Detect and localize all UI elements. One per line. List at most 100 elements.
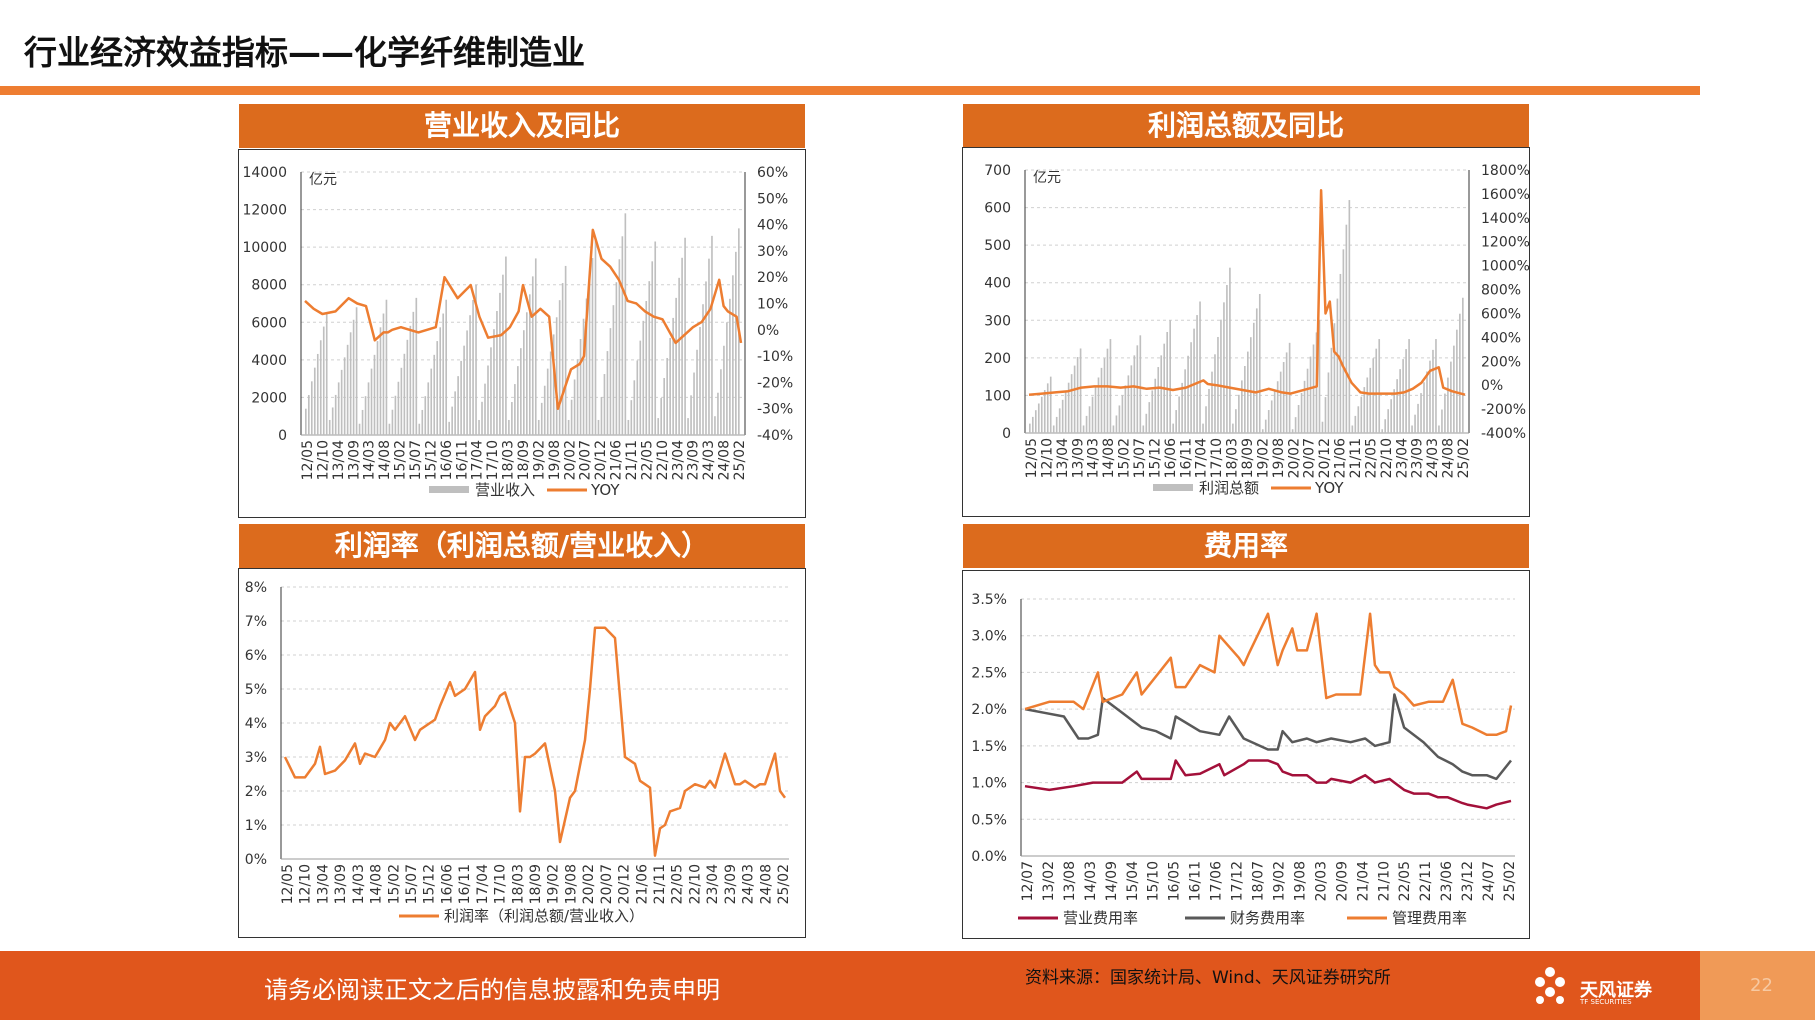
profit-y-tick: 500 [984, 238, 1011, 254]
revenue-bar [391, 409, 394, 435]
margin-x-tick: 14/08 [369, 864, 385, 904]
revenue-bar [502, 274, 504, 435]
revenue-bar [514, 384, 516, 435]
revenue-bar [466, 330, 468, 435]
profit-legend-bar-swatch [1153, 484, 1193, 491]
profit-bar [1043, 390, 1046, 433]
margin-x-tick: 21/06 [634, 864, 650, 904]
revenue-x-tick: 25/02 [732, 440, 748, 480]
profit-x-tick: 19/02 [1255, 438, 1271, 478]
revenue-bar [325, 312, 328, 435]
expense-x-tick: 20/09 [1334, 861, 1350, 901]
profit-x-tick: 17/04 [1194, 438, 1210, 478]
profit-y2-tick: -400% [1481, 426, 1526, 442]
disclaimer-link[interactable]: 请务必阅读正文之后的信息披露和免责申明 [264, 976, 720, 1004]
profit-bar [1402, 359, 1404, 433]
margin-y-tick: 5% [245, 682, 267, 698]
profit-y2-tick: 400% [1481, 330, 1521, 346]
revenue-bar [478, 419, 480, 435]
revenue-bar [439, 327, 442, 435]
expense-x-tick: 15/04 [1125, 861, 1141, 901]
revenue-bar [672, 317, 674, 435]
profit-bar [1145, 413, 1148, 433]
revenue-bar [618, 259, 621, 435]
profit-bar [1438, 425, 1440, 433]
profit-bar [1450, 361, 1452, 433]
profit-x-tick: 19/08 [1271, 438, 1287, 478]
expense-x-tick: 19/08 [1292, 861, 1308, 901]
margin-x-tick: 20/07 [599, 864, 615, 904]
revenue-y-tick: 6000 [251, 315, 287, 331]
profit-y-tick: 200 [984, 351, 1011, 367]
revenue-x-tick: 18/09 [516, 440, 532, 480]
revenue-bar [729, 298, 731, 435]
footer-bar [0, 951, 1815, 1020]
profit-legend-bar-label: 利润总额 [1199, 479, 1259, 497]
profit-bar [1040, 396, 1043, 433]
profit-bar [1459, 313, 1461, 433]
revenue-bar [328, 419, 331, 435]
revenue-y2-tick: 50% [757, 191, 788, 207]
expense-y-tick: 1.5% [971, 739, 1007, 755]
revenue-bar [696, 349, 698, 435]
profit-bar [1181, 382, 1183, 433]
revenue-y2-tick: 60% [757, 165, 788, 181]
revenue-x-tick: 16/06 [439, 440, 455, 480]
revenue-bar [528, 294, 531, 435]
revenue-y-tick: 14000 [242, 165, 287, 181]
expense-chart-header: 费用率 [963, 524, 1529, 568]
profit-bar [1205, 406, 1207, 433]
profit-x-tick: 22/05 [1363, 438, 1379, 478]
profit-yoy-line [1028, 189, 1466, 396]
profit-bar [1423, 382, 1425, 433]
profit-bar [1244, 365, 1246, 433]
revenue-bar [582, 318, 585, 435]
revenue-bar [699, 326, 701, 435]
revenue-bar [570, 399, 573, 435]
profit-bar [1288, 342, 1291, 433]
profit-y-tick: 400 [984, 276, 1011, 292]
revenue-bar [525, 312, 528, 435]
profit-bar [1124, 385, 1127, 433]
revenue-x-tick: 17/04 [470, 440, 486, 480]
revenue-bar [684, 237, 686, 435]
profit-bar [1190, 342, 1192, 433]
margin-x-tick: 23/09 [723, 864, 739, 904]
revenue-bar [588, 278, 591, 435]
revenue-x-tick: 13/09 [346, 440, 362, 480]
profit-bar [1079, 348, 1082, 433]
profit-bar [1130, 365, 1133, 433]
profit-bar [1151, 390, 1154, 433]
profit-bar [1037, 403, 1040, 433]
revenue-bar [645, 300, 648, 435]
profit-x-tick: 21/11 [1348, 438, 1364, 478]
revenue-bar [403, 353, 406, 435]
expense-x-tick: 20/03 [1313, 861, 1329, 901]
revenue-bar [376, 341, 379, 435]
profit-bar [1252, 322, 1255, 433]
margin-x-tick: 24/03 [741, 864, 757, 904]
expense-x-tick: 13/02 [1041, 861, 1057, 901]
profit-x-tick: 20/02 [1286, 438, 1302, 478]
revenue-bar [457, 376, 459, 435]
profit-y-tick: 0 [1002, 426, 1011, 442]
revenue-y2-tick: 10% [757, 297, 788, 313]
revenue-bar [594, 237, 597, 435]
profit-bar [1312, 344, 1315, 433]
profit-bar [1324, 397, 1327, 433]
profit-bar [1154, 378, 1157, 433]
profit-bar [1294, 417, 1297, 433]
tf-logo-icon [1535, 967, 1565, 1004]
revenue-bar [400, 367, 403, 435]
profit-y2-tick: 800% [1481, 283, 1521, 299]
revenue-bar [642, 320, 645, 435]
profit-bar [1420, 393, 1422, 433]
profit-bar [1067, 382, 1070, 433]
profit-bar [1148, 402, 1151, 433]
margin-y-tick: 4% [245, 716, 267, 732]
profit-bar [1202, 423, 1204, 433]
expense-x-tick: 17/12 [1230, 861, 1246, 901]
revenue-bar [493, 329, 495, 435]
expense-series-line [1024, 693, 1512, 781]
margin-x-tick: 22/05 [670, 864, 686, 904]
